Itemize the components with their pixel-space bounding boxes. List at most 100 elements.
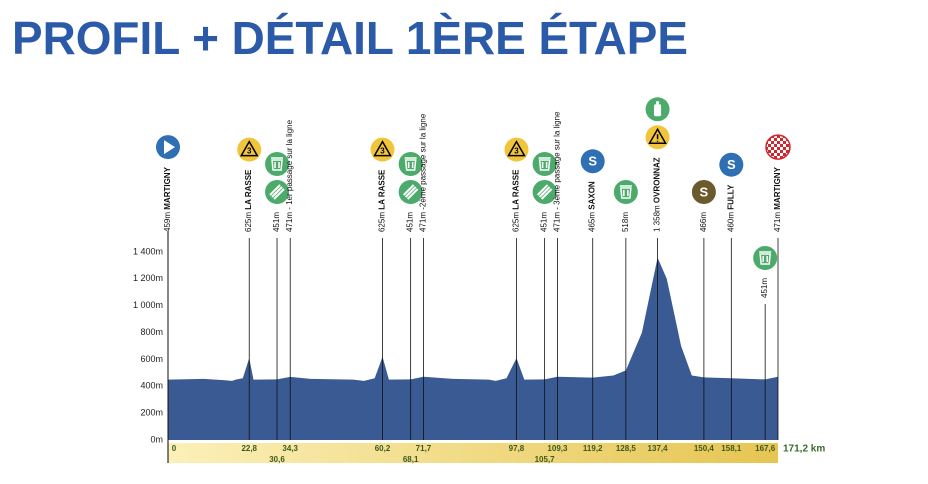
icon-symbol — [759, 251, 772, 265]
icon-ring — [765, 134, 791, 160]
icon-road — [265, 179, 290, 204]
waypoint-name: SAXON — [588, 181, 597, 210]
waypoint-name: LA RASSE — [512, 169, 521, 210]
km-label: 0 — [172, 444, 177, 453]
icon-symbol — [619, 185, 632, 199]
waypoint-label: 471m - 1er passage sur la ligne — [285, 119, 294, 232]
km-label: 137,4 — [648, 444, 669, 453]
waypoint-label: 451m — [406, 212, 415, 232]
chart-title: PROFIL + DÉTAIL 1ÈRE ÉTAPE — [12, 12, 688, 64]
sprint-letter: S — [700, 184, 709, 199]
waypoint-altitude: 625m — [378, 212, 387, 232]
icon-road — [532, 179, 557, 204]
waypoint-name: FULLY — [726, 184, 735, 210]
icon-climb: 3 — [504, 137, 529, 162]
icon-circle — [580, 149, 605, 174]
y-tick-label: 1 400m — [133, 246, 163, 256]
km-label: 34,3 — [282, 444, 298, 453]
y-tick-label: 800m — [140, 327, 163, 337]
icon-feed — [398, 151, 423, 176]
elevation-area — [168, 257, 778, 440]
total-distance: 171,2 km — [783, 444, 825, 455]
icon-circle — [691, 179, 716, 204]
icon-sprint: S — [719, 152, 744, 177]
waypoint-altitude: 625m — [512, 212, 521, 232]
waypoint-label: 459m MARTIGNY — [163, 166, 172, 232]
icon-bottle — [645, 97, 670, 122]
waypoint-altitude: 459m — [163, 212, 172, 232]
icon-start — [156, 135, 180, 160]
waypoint-name: OVRONNAZ — [653, 157, 662, 203]
waypoint-name: LA RASSE — [378, 169, 387, 210]
km-label: 128,5 — [616, 444, 637, 453]
icon-sprint: S — [580, 149, 605, 174]
icon-symbol — [507, 140, 526, 157]
icon-climb: 3 — [237, 137, 262, 162]
y-tick-label: 1 200m — [133, 273, 163, 283]
waypoint-altitude: 460m — [726, 212, 735, 232]
icon-symbol — [654, 104, 662, 117]
icon-symbol — [404, 157, 417, 171]
waypoint-label: 451m — [760, 278, 769, 298]
waypoint-altitude: 471m - 3ème passage sur la ligne — [553, 111, 562, 232]
waypoint-name: MARTIGNY — [773, 166, 782, 209]
waypoint-altitude: 1 358m — [653, 205, 662, 232]
sprint-letter: S — [588, 154, 597, 169]
waypoint-label: 625m LA RASSE — [244, 169, 253, 232]
km-label: 97,8 — [509, 444, 525, 453]
waypoint-label: 625m LA RASSE — [512, 169, 521, 232]
waypoint-name: MARTIGNY — [163, 166, 172, 209]
waypoint-label: 466m — [699, 212, 708, 232]
waypoint-altitude: 471m — [773, 212, 782, 232]
waypoint-altitude: 451m — [540, 212, 549, 232]
km-label: 158,1 — [721, 444, 742, 453]
waypoint-altitude: 471m - 1er passage sur la ligne — [285, 119, 294, 232]
waypoint-label: 625m LA RASSE — [378, 169, 387, 232]
y-tick-label: 400m — [140, 381, 163, 391]
icon-symbol — [373, 140, 392, 157]
icon-climb: 3 — [370, 137, 395, 162]
km-strip — [168, 443, 778, 463]
km-label: 105,7 — [535, 455, 556, 464]
icon-symbol — [271, 157, 284, 171]
climb-category: 3 — [247, 147, 252, 156]
waypoint-name: LA RASSE — [244, 169, 253, 210]
km-label: 167,6 — [755, 444, 776, 453]
icon-symbol — [648, 127, 667, 145]
waypoint-altitude: 451m — [760, 278, 769, 298]
waypoint-label: 1 358m OVRONNAZ — [653, 157, 662, 232]
waypoint-label: 471m -2ème passage sur la ligne — [419, 113, 428, 232]
km-label: 119,2 — [583, 444, 603, 453]
icon-feed — [532, 151, 557, 176]
icon-circle — [613, 179, 638, 204]
km-label: 150,4 — [694, 444, 715, 453]
km-label: 22,8 — [241, 444, 257, 453]
icon-symbol — [536, 184, 553, 200]
icon-feed — [753, 245, 778, 270]
waypoint-altitude: 471m -2ème passage sur la ligne — [419, 113, 428, 232]
waypoint-altitude: 518m — [621, 212, 630, 232]
icon-sprint: S — [691, 179, 716, 204]
waypoint-altitude: 451m — [406, 212, 415, 232]
waypoint-altitude: 465m — [588, 212, 597, 232]
km-label: 71,7 — [416, 444, 432, 453]
icon-road — [398, 179, 423, 204]
icon-finish — [765, 134, 791, 160]
km-label: 68,1 — [403, 455, 419, 464]
icon-circle — [719, 152, 744, 177]
icon-symbol — [239, 140, 259, 157]
icon-feed — [613, 179, 638, 204]
y-tick-label: 1 000m — [133, 300, 163, 310]
waypoint-label: 451m — [540, 212, 549, 232]
waypoint-label: 465m SAXON — [588, 181, 597, 232]
icon-feed — [265, 151, 290, 176]
icon-circle — [753, 245, 778, 270]
icon-symbol — [538, 157, 551, 171]
icon-warning — [645, 125, 670, 150]
sprint-letter: S — [727, 157, 736, 172]
icon-symbol — [402, 184, 419, 200]
waypoint-altitude: 466m — [699, 212, 708, 232]
waypoint-altitude: 625m — [244, 212, 253, 232]
